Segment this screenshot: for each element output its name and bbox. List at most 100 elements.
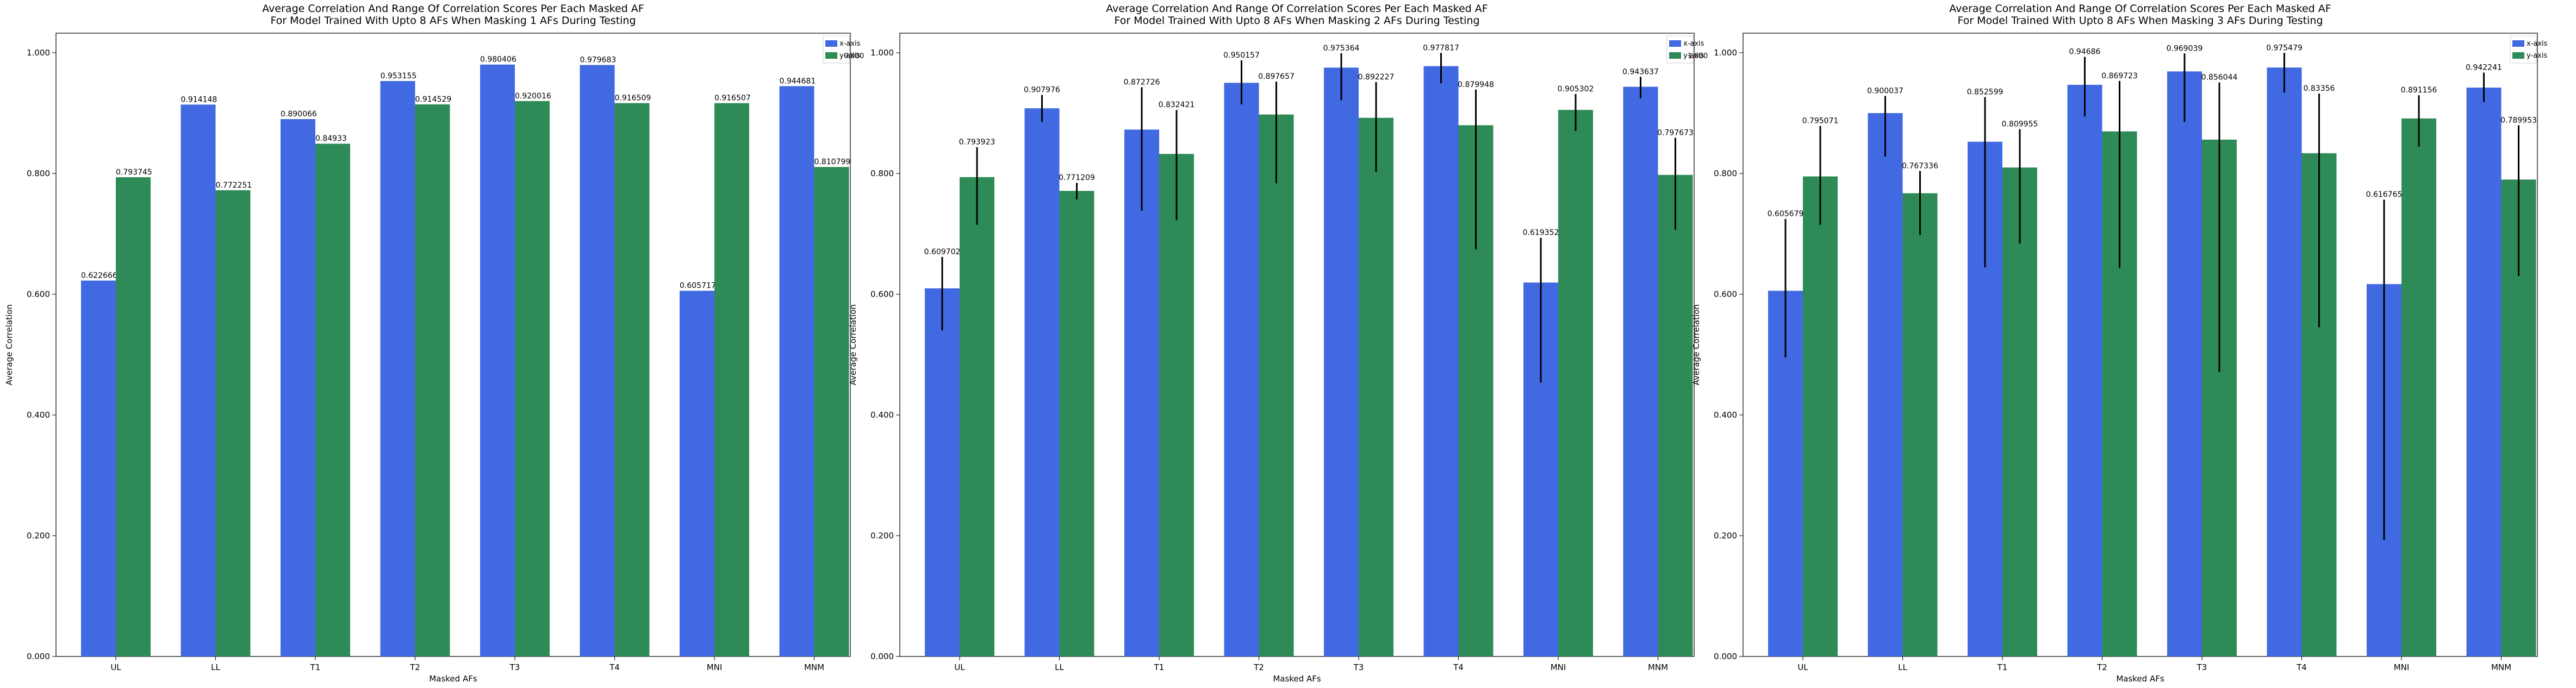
x-tick-label: UL	[954, 662, 965, 672]
data-label: 0.879948	[1458, 80, 1494, 89]
y-axis-bar	[1259, 114, 1294, 656]
overlap-tick-text: 1.000	[1688, 52, 1708, 60]
y-axis-bar	[116, 177, 151, 656]
x-axis-bar	[1124, 129, 1159, 656]
x-axis-bar	[779, 86, 814, 657]
legend-swatch	[2512, 52, 2524, 59]
x-tick-label: T3	[1353, 662, 1364, 672]
y-axis-bar	[1059, 190, 1094, 656]
overlap-tick-text: 0.000	[844, 52, 864, 60]
chart-title-line-2: For Model Trained With Upto 8 AFs When M…	[270, 15, 636, 27]
x-tick-label: MNI	[1551, 662, 1566, 672]
x-axis-bar	[1868, 113, 1903, 656]
data-label: 0.619352	[1523, 228, 1559, 237]
x-axis-bar	[1324, 67, 1359, 656]
x-tick-label: T4	[2296, 662, 2307, 672]
data-label: 0.891156	[2401, 86, 2437, 95]
y-tick-label: 0.400	[870, 410, 894, 420]
x-axis-bar	[281, 119, 315, 656]
x-tick-label: T1	[310, 662, 321, 672]
y-axis-bar	[1658, 175, 1693, 656]
data-label: 0.953155	[381, 72, 417, 80]
data-label: 0.979683	[580, 56, 617, 65]
data-label: 0.890066	[281, 110, 317, 119]
x-axis-bar	[1024, 108, 1060, 656]
y-axis-bar	[215, 190, 251, 656]
y-tick-label: 0.800	[1714, 169, 1737, 178]
data-label: 0.795071	[1802, 117, 1839, 126]
x-axis-bar	[1423, 66, 1459, 657]
data-label: 0.869723	[2101, 72, 2138, 80]
legend-label: x-axis	[1683, 40, 1704, 48]
y-axis-label: Average Correlation	[4, 304, 14, 385]
y-tick-label: 0.400	[27, 410, 50, 420]
y-axis-bar	[814, 166, 849, 656]
y-tick-label: 1.000	[870, 48, 894, 58]
y-tick-label: 0.800	[27, 169, 50, 178]
x-axis-label: Masked AFs	[429, 674, 477, 684]
x-tick-label: T1	[1154, 662, 1165, 672]
y-tick-label: 0.200	[1714, 531, 1737, 541]
x-axis-bar	[2466, 88, 2502, 657]
chart-title-line-2: For Model Trained With Upto 8 AFs When M…	[1114, 15, 1479, 27]
x-axis-bar	[1623, 86, 1658, 656]
x-tick-label: MNM	[1648, 662, 1668, 672]
y-axis-bar	[1902, 193, 1938, 656]
data-label: 0.622666	[81, 271, 117, 280]
data-label: 0.914529	[415, 95, 452, 104]
x-tick-label: T2	[1253, 662, 1264, 672]
legend-swatch	[825, 40, 837, 47]
x-axis-bar	[2167, 71, 2202, 657]
x-axis-bar	[1224, 83, 1259, 656]
y-tick-label: 0.000	[1714, 652, 1737, 661]
chart-title-line-1: Average Correlation And Range Of Correla…	[1949, 3, 2331, 15]
y-axis-bar	[1803, 176, 1838, 656]
legend-label: x-axis	[2527, 40, 2548, 48]
x-tick-label: LL	[211, 662, 220, 672]
legend-swatch	[1669, 52, 1681, 59]
x-axis-label: Masked AFs	[1273, 674, 1321, 684]
legend-swatch	[825, 52, 837, 59]
data-label: 0.907976	[1024, 86, 1060, 95]
y-tick-label: 1.000	[1714, 48, 1737, 58]
data-label: 0.793923	[959, 138, 995, 147]
chart-panel-masking-2: Average Correlation And Range Of Correla…	[848, 3, 1708, 684]
y-axis-label: Average Correlation	[1691, 304, 1701, 385]
data-label: 0.980406	[480, 55, 517, 64]
y-axis-bar	[1359, 117, 1393, 656]
x-axis-bar	[380, 80, 415, 656]
data-label: 0.975479	[2266, 44, 2303, 52]
data-label: 0.914148	[181, 95, 217, 104]
y-axis-bar	[415, 104, 450, 656]
plot-frame	[1743, 33, 2538, 657]
data-label: 0.950157	[1223, 51, 1260, 60]
data-label: 0.616765	[2366, 190, 2403, 199]
data-label: 0.977817	[1423, 44, 1459, 52]
y-axis-bar	[315, 144, 350, 656]
x-axis-bar	[2067, 84, 2102, 656]
y-axis-label: Average Correlation	[848, 304, 858, 385]
data-label: 0.944681	[780, 77, 816, 85]
data-label: 0.83356	[2304, 84, 2335, 93]
x-axis-bar	[580, 65, 615, 657]
legend-label: x-axis	[839, 40, 861, 48]
data-label: 0.892227	[1358, 73, 1395, 82]
data-label: 0.809955	[2002, 120, 2038, 128]
x-tick-label: MNI	[2394, 662, 2410, 672]
y-axis-bar	[1159, 153, 1194, 657]
data-label: 0.789953	[2500, 116, 2537, 125]
y-tick-label: 0.600	[870, 289, 894, 299]
y-tick-label: 0.200	[870, 531, 894, 541]
data-label: 0.767336	[1902, 162, 1938, 170]
data-label: 0.84933	[315, 134, 347, 143]
x-axis-bar	[2267, 67, 2302, 656]
x-tick-label: T2	[2096, 662, 2107, 672]
y-axis-bar	[515, 101, 550, 657]
y-axis-bar	[2002, 167, 2037, 656]
data-label: 0.900037	[1867, 87, 1903, 96]
x-tick-label: UL	[110, 662, 121, 672]
x-axis-bar	[925, 288, 960, 656]
y-tick-label: 1.000	[27, 48, 50, 58]
